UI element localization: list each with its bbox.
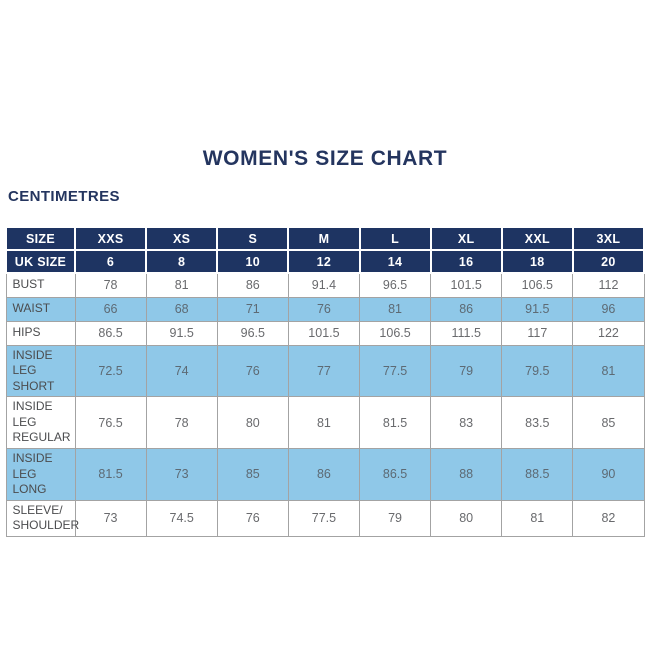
header-value-cell: XS [145,226,219,251]
value-cell: 86.5 [358,448,432,501]
value-cell: 80 [430,499,503,538]
value-cell: 96.5 [216,320,289,346]
value-cell: 71 [216,296,289,322]
value-cell: 77.5 [358,344,432,398]
value-cell: 101.5 [430,272,503,298]
value-cell: 86.5 [74,320,147,346]
header-value-cell: 3XL [571,226,646,251]
row-label: SLEEVE/ SHOULDER [5,499,79,538]
size-table-head: SIZE XXS XS S M L XL XXL 3XL UK SIZE 6 8 10 12 14 16 18 2… [5,226,646,274]
value-cell: 76 [216,499,289,538]
value-cell: 81.5 [358,396,432,450]
unit-label: CENTIMETRES [8,188,120,205]
header-row: UK SIZE 6 8 10 12 14 16 18 20 [5,249,646,274]
table-row: HIPS 86.5 91.5 96.5 101.5 106.5 111.5 117 122 [5,320,645,346]
value-cell: 79.5 [501,344,574,398]
value-cell: 112 [572,272,645,298]
value-cell: 91.4 [287,272,361,298]
value-cell: 78 [74,272,147,298]
header-value-cell: S [216,226,290,251]
value-cell: 81 [145,272,218,298]
value-cell: 80 [216,396,289,450]
value-cell: 96 [572,296,645,322]
header-row: SIZE XXS XS S M L XL XXL 3XL [5,226,646,251]
value-cell: 96.5 [358,272,432,298]
header-value-cell: M [287,226,361,251]
value-cell: 117 [501,320,574,346]
row-label: INSIDE LEG REGULAR [5,396,76,450]
row-label: HIPS [5,320,76,346]
header-value-cell: XXL [500,226,574,251]
value-cell: 76 [287,296,361,322]
value-cell: 91.5 [145,320,218,346]
header-value-cell: 20 [571,249,646,274]
value-cell: 91.5 [501,296,574,322]
value-cell: 82 [572,499,645,538]
table-row: INSIDE LEG SHORT 72.5 74 76 77 77.5 79 79.5 81 [5,344,645,398]
header-value-cell: 6 [73,249,148,274]
row-label: INSIDE LEG LONG [5,448,76,501]
value-cell: 78 [145,396,218,450]
header-value-cell: L [358,226,432,251]
value-cell: 86 [287,448,361,501]
value-cell: 81 [358,296,432,322]
size-table: SIZE XXS XS S M L XL XXL 3XL UK SIZE 6 8 10 12 14 16 18 2… [5,226,646,538]
size-table-body: BUST 78 81 86 91.4 96.5 101.5 106.5 112 WAIST 66 68… [5,272,645,538]
value-cell: 66 [74,296,147,322]
value-cell: 79 [358,499,432,538]
value-cell: 111.5 [430,320,503,346]
table-row: INSIDE LEG LONG 81.5 73 85 86 86.5 88 88.5 90 [5,448,645,501]
header-label-cell: SIZE [5,226,76,251]
row-label: WAIST [5,296,76,322]
value-cell: 86 [430,296,503,322]
header-value-cell: 16 [429,249,503,274]
row-label: INSIDE LEG SHORT [5,344,76,398]
value-cell: 83 [430,396,503,450]
table-row: BUST 78 81 86 91.4 96.5 101.5 106.5 112 [5,272,645,298]
value-cell: 85 [216,448,289,501]
value-cell: 86 [216,272,289,298]
value-cell: 74.5 [145,499,218,538]
value-cell: 76 [216,344,289,398]
value-cell: 85 [572,396,645,450]
value-cell: 101.5 [287,320,361,346]
table-row: INSIDE LEG REGULAR 76.5 78 80 81 81.5 83 83.5 85 [5,396,645,450]
header-value-cell: XXS [73,226,148,251]
value-cell: 90 [572,448,645,501]
value-cell: 88.5 [501,448,574,501]
value-cell: 81.5 [74,448,147,501]
table-row: SLEEVE/ SHOULDER 73 74.5 76 77.5 79 80 81 82 [5,499,645,538]
value-cell: 122 [572,320,645,346]
header-value-cell: 18 [500,249,574,274]
value-cell: 106.5 [501,272,574,298]
page-title: WOMEN'S SIZE CHART [202,147,448,170]
table-row: WAIST 66 68 71 76 81 86 91.5 96 [5,296,645,322]
header-value-cell: 14 [358,249,432,274]
value-cell: 81 [287,396,361,450]
value-cell: 79 [430,344,503,398]
value-cell: 106.5 [358,320,432,346]
value-cell: 81 [572,344,645,398]
value-cell: 72.5 [74,344,147,398]
value-cell: 81 [501,499,574,538]
header-value-cell: 8 [145,249,219,274]
value-cell: 73 [145,448,218,501]
header-label-cell: UK SIZE [5,249,76,274]
row-label: BUST [5,272,76,298]
header-value-cell: 10 [216,249,290,274]
value-cell: 73 [74,499,147,538]
value-cell: 77.5 [287,499,361,538]
value-cell: 68 [145,296,218,322]
value-cell: 74 [145,344,218,398]
value-cell: 76.5 [74,396,147,450]
header-value-cell: XL [429,226,503,251]
value-cell: 83.5 [501,396,574,450]
header-value-cell: 12 [287,249,361,274]
value-cell: 77 [287,344,361,398]
value-cell: 88 [430,448,503,501]
